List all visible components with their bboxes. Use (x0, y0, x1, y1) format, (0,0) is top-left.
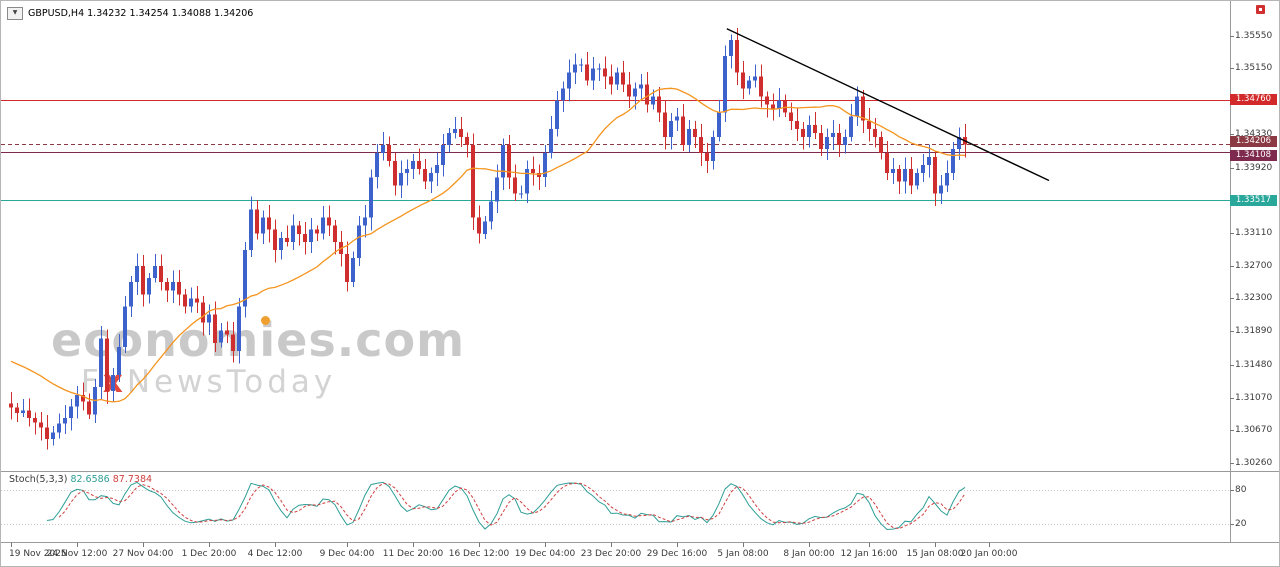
y-axis-tick: 1.31890 (1235, 326, 1273, 337)
symbol-header: ▼ GBPUSD,H4 1.34232 1.34254 1.34088 1.34… (7, 7, 253, 20)
time-axis-label: 11 Dec 20:00 (382, 549, 444, 559)
time-axis-label: 4 Dec 12:00 (247, 549, 303, 559)
y-axis-tick: 1.35550 (1235, 31, 1273, 41)
time-axis-label: 16 Dec 12:00 (448, 549, 510, 559)
stochastic-label: Stoch(5,3,3) 82.6586 87.7384 (9, 474, 152, 485)
time-axis-label: 20 Jan 00:00 (960, 549, 1018, 559)
stoch-axis-tick: 20 (1235, 519, 1247, 530)
watermark-brand: economies.com (51, 317, 465, 363)
stochastic-k-value: 82.6586 (70, 474, 110, 485)
y-axis-tick: 1.35150 (1235, 63, 1273, 74)
stochastic-d-value: 87.7384 (112, 474, 153, 485)
watermark-brand-suffix: es.com (276, 313, 465, 367)
time-axis-label: 29 Dec 16:00 (646, 549, 708, 559)
time-axis-label: 1 Dec 20:00 (181, 549, 237, 559)
y-axis-tick: 1.34330 (1235, 129, 1273, 140)
time-axis-label: 19 Nov 2025 (9, 549, 67, 559)
watermark: economies.com FxNewsToday (51, 317, 465, 398)
y-axis-tick: 1.30260 (1235, 458, 1273, 468)
price-axis[interactable]: 1.35550 1.35150 1.34740 1.34330 1.33920 1.335… (1229, 1, 1279, 542)
time-axis-label: 23 Dec 20:00 (580, 549, 642, 559)
time-axis-label: 8 Jan 00:00 (783, 549, 835, 559)
stoch-axis-tick: 80 (1235, 484, 1247, 495)
time-axis-label: 15 Jan 08:00 (906, 549, 964, 559)
y-axis-tick: 1.32300 (1235, 293, 1273, 304)
time-axis-label: 9 Dec 04:00 (319, 549, 375, 559)
y-axis-tick: 1.31480 (1235, 359, 1273, 370)
y-axis-tick: 1.34740 (1235, 96, 1273, 107)
symbol-ohlc-text: GBPUSD,H4 1.34232 1.34254 1.34088 1.3420… (28, 8, 254, 19)
y-axis-tick: 1.33920 (1235, 162, 1273, 173)
time-axis-label: 24 Nov 12:00 (46, 549, 108, 559)
y-axis-tick: 1.30670 (1235, 424, 1273, 435)
symbol-dropdown-icon[interactable]: ▼ (7, 7, 23, 20)
time-axis[interactable]: 19 Nov 2025 24 Nov 12:00 27 Nov 04:00 1 Dec… (1, 542, 1231, 566)
stochastic-name: Stoch(5,3,3) (9, 474, 68, 485)
time-axis-label: 19 Dec 04:00 (514, 549, 576, 559)
broker-status-icon (1256, 5, 1265, 14)
y-axis-tick: 1.31070 (1235, 392, 1273, 403)
time-axis-label: 12 Jan 16:00 (840, 549, 898, 559)
watermark-brand-i: i (259, 313, 277, 367)
time-axis-label: 27 Nov 04:00 (112, 549, 174, 559)
watermark-brand-text: econom (51, 313, 260, 367)
y-axis-tick: 1.33110 (1235, 227, 1273, 238)
y-axis-tick: 1.33510 (1235, 195, 1273, 206)
time-axis-label: 5 Jan 08:00 (717, 549, 769, 559)
y-axis-tick: 1.32700 (1235, 261, 1273, 272)
watermark-sub-rest: NewsToday (126, 364, 337, 400)
